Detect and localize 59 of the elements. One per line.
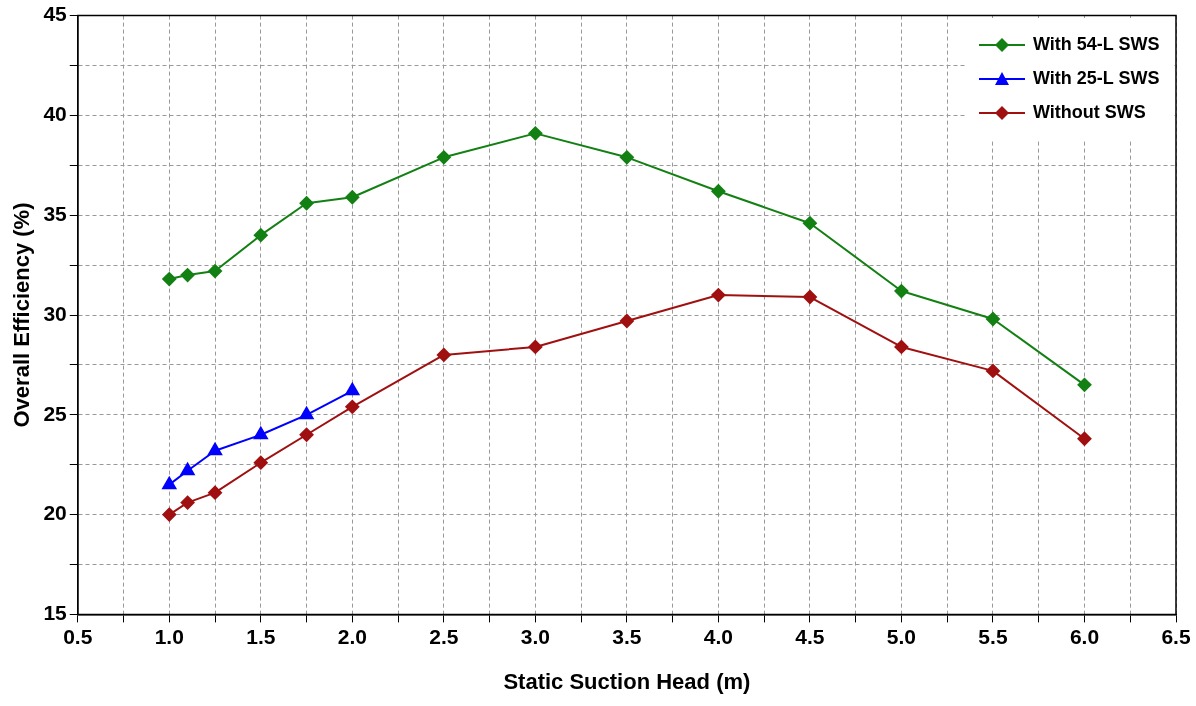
point [345,399,360,414]
point [299,196,314,211]
point [208,485,223,500]
point [207,442,223,456]
point [802,290,817,305]
y-tick-label: 25 [43,401,68,425]
x-tick-label: 5.0 [886,624,917,648]
point [180,495,195,510]
point [985,311,1000,326]
x-tick-label: 4.5 [795,624,825,648]
point [253,426,268,440]
point [345,190,360,205]
point [299,406,314,420]
x-tick-label: 4.0 [703,624,733,648]
point [162,272,177,287]
y-tick-label: 45 [43,2,68,26]
x-tick-label: 3.0 [520,624,550,648]
point [711,288,726,303]
point [1077,377,1092,392]
point [985,363,1000,378]
x-tick-label: 1.5 [246,624,276,648]
point [180,268,195,283]
point [802,216,817,231]
y-axis-title: Overall Efficiency (%) [9,202,35,428]
point [180,462,195,476]
point [253,455,268,470]
point [208,264,223,279]
x-tick-label: 6.5 [1161,624,1191,648]
point [436,347,451,362]
legend-label: Without SWS [1033,102,1146,124]
x-tick-label: 5.5 [978,624,1008,648]
x-tick-label: 1.0 [154,624,184,648]
point [528,126,543,141]
x-tick-label: 2.5 [429,624,459,648]
point [894,284,909,299]
point [894,339,909,354]
point [253,228,268,243]
point [619,150,634,165]
x-tick-label: 6.0 [1069,624,1100,648]
point [299,427,314,442]
y-tick-label: 35 [43,202,68,225]
point [162,476,177,490]
x-tick-label: 3.5 [612,624,642,648]
x-axis-title: Static Suction Head (m) [503,668,751,694]
point [162,507,177,522]
y-tick-label: 15 [43,601,68,625]
point [528,339,543,354]
y-tick-label: 40 [43,102,67,126]
point [711,184,726,199]
point [619,313,634,328]
y-tick-label: 30 [43,301,67,325]
point [436,150,451,165]
legend-label: With 54-L SWS [1033,34,1160,56]
point [1077,431,1092,446]
x-tick-label: 2.0 [337,624,367,648]
x-tick-label: 0.5 [63,624,93,648]
y-tick-label: 20 [43,501,67,525]
point [345,382,360,396]
legend-label: With 25-L SWS [1033,68,1160,90]
